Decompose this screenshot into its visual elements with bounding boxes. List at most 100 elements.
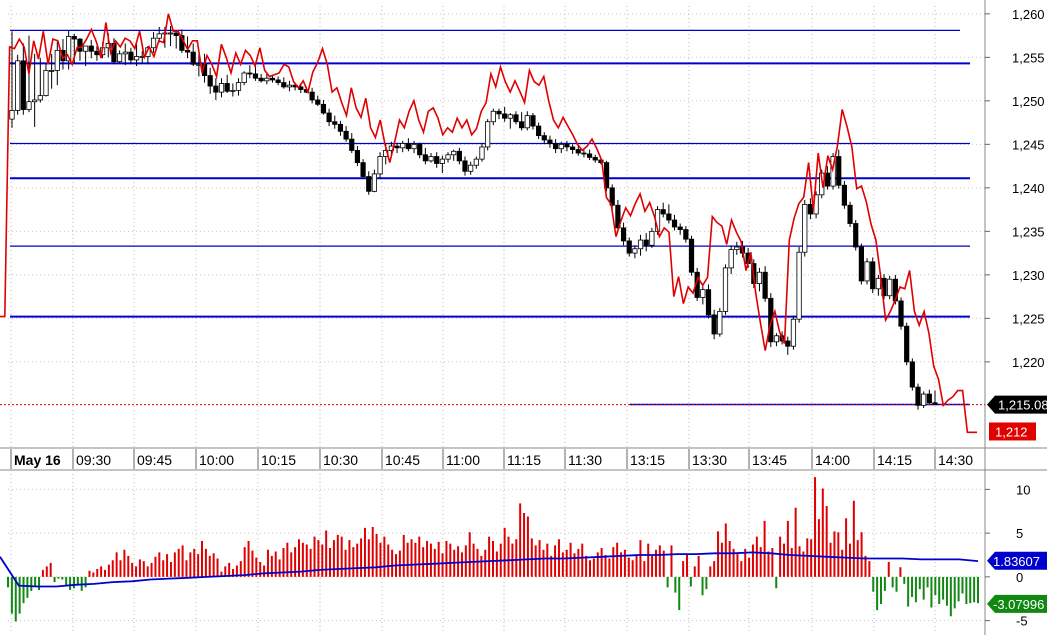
time-label: 13:30 [692, 452, 727, 468]
price-tick-label: 1,225 [1012, 311, 1045, 326]
histogram-value-marker [987, 594, 1047, 613]
price-axis: 1,220 1,225 1,230 1,235 1,240 1,245 1,250 1,255… [984, 0, 1045, 635]
time-label: 13:45 [752, 452, 787, 468]
candle-body [326, 112, 332, 123]
reference-marker [989, 422, 1036, 441]
candle-body [411, 143, 417, 150]
candle-body [394, 145, 400, 149]
candle-body [553, 143, 559, 150]
candle-body [275, 79, 281, 83]
time-label: 10:45 [385, 452, 420, 468]
candle-body [773, 335, 780, 343]
candle-body [241, 72, 247, 83]
time-label: 09:30 [76, 452, 111, 468]
candle-body [666, 213, 672, 221]
time-label: 10:15 [261, 452, 296, 468]
candle-body [519, 121, 525, 129]
candle-body [921, 393, 927, 406]
candle-body [224, 83, 230, 92]
candle-body [705, 289, 712, 316]
candle-body [847, 204, 853, 224]
candle-body [247, 72, 253, 75]
candle-body [841, 184, 847, 206]
candle-body [32, 99, 38, 103]
candle-body [468, 164, 474, 172]
candle-body [513, 114, 519, 123]
candle-body [26, 101, 32, 110]
candle-body [592, 156, 598, 161]
candle-body [734, 246, 740, 251]
candle-body [88, 45, 94, 52]
candle-body [700, 289, 706, 298]
candle-body [802, 203, 808, 253]
candle-body [677, 226, 683, 231]
candle-body [128, 51, 134, 61]
candle-body [541, 135, 547, 141]
candle-body [609, 187, 615, 206]
candle-body [603, 162, 610, 189]
candle-body [66, 36, 72, 62]
candle-body [133, 56, 140, 61]
indicator-tick-label: 10 [1016, 482, 1030, 497]
candle-body [524, 115, 530, 129]
candle-body [620, 227, 627, 242]
candle-body [688, 238, 695, 273]
time-axis: May 16 09:30 09:45 10:00 10:15 10:30 10:45 11:0… [0, 447, 1047, 471]
candle-body [722, 267, 729, 312]
signal-value-marker [987, 551, 1047, 570]
candle-body [932, 402, 938, 405]
candle-body [9, 110, 15, 120]
time-label: 10:30 [323, 452, 358, 468]
time-label: 14:30 [938, 452, 973, 468]
candle-body [790, 318, 797, 347]
candle-body [824, 172, 831, 187]
candle-body [807, 203, 814, 215]
reference-label: 1,212 [995, 424, 1028, 439]
signal-value-label: 1.83607 [993, 554, 1040, 569]
candle-body [898, 300, 904, 327]
candle-body [858, 246, 864, 282]
candle-body [717, 310, 723, 335]
candle-body [54, 49, 60, 71]
candle-body [785, 340, 791, 347]
candle-body [762, 271, 768, 299]
indicator-markers: 1.83607 -3.07996 [987, 551, 1047, 613]
candle-body [417, 143, 423, 156]
candle-body [569, 146, 576, 150]
time-label: 10:00 [199, 452, 234, 468]
candle-body [15, 60, 21, 111]
price-tick-label: 1,220 [1012, 355, 1045, 370]
candle-body [281, 82, 287, 88]
candle-body [167, 32, 174, 35]
candle-body [649, 230, 655, 246]
indicator-tick-label: -5 [1016, 614, 1028, 629]
candle-body [400, 143, 406, 149]
time-label: 14:00 [815, 452, 850, 468]
candle-body [756, 271, 763, 284]
candle-body [405, 143, 411, 150]
candle-body [473, 158, 479, 166]
candle-body [796, 251, 802, 320]
candle-body [451, 150, 457, 156]
candle-body [853, 223, 859, 248]
candle-body [479, 146, 485, 160]
candle-body [315, 99, 321, 105]
candle-body [252, 73, 259, 79]
candle-body [235, 82, 242, 91]
indicator-tick-label: 5 [1016, 526, 1023, 541]
candle-body [836, 156, 842, 186]
time-label: 11:15 [507, 452, 541, 468]
time-label: 13:15 [630, 452, 665, 468]
candle-body [456, 150, 462, 162]
candle-body [371, 173, 378, 192]
histogram-value-label: -3.07996 [993, 597, 1044, 612]
candle-body [581, 152, 587, 155]
candle-body [502, 113, 508, 119]
candle-body [354, 150, 361, 164]
candle-body [190, 51, 196, 65]
candle-body [875, 277, 881, 290]
candle-body [536, 125, 542, 137]
candle-body [926, 393, 932, 404]
candle-body [870, 261, 876, 290]
